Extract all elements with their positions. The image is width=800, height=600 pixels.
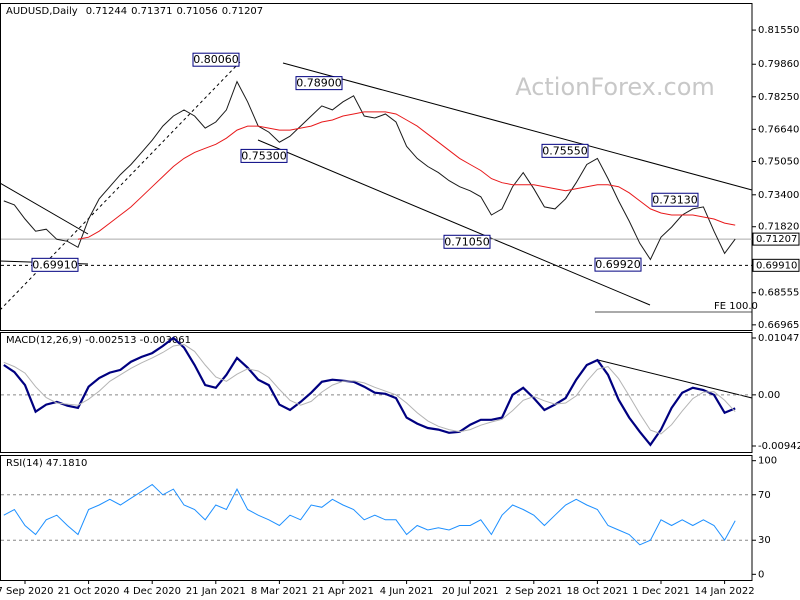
fe-label: FE 100.0 — [714, 301, 758, 312]
trend-line — [0, 182, 89, 235]
y-tick-label: 0.73400 — [758, 190, 799, 201]
x-tick-label: 1 Dec 2021 — [632, 586, 690, 597]
y-tick-label: 0.68555 — [758, 288, 799, 299]
annotation-label: 0.69920 — [595, 258, 641, 271]
y-tick-label: 0.79860 — [758, 59, 799, 70]
y-tick-label: 0.00 — [758, 390, 780, 401]
x-tick-label: 7 Sep 2020 — [0, 586, 54, 597]
y-tick-label: 30 — [758, 535, 771, 546]
panel-title: AUDUSD,Daily 0.71244 0.71371 0.71056 0.71207 — [6, 6, 263, 17]
title: AUDUSD,Daily — [6, 6, 78, 17]
annotation-label: 0.78900 — [296, 77, 342, 90]
title: RSI(14) 47.1810 — [6, 458, 87, 469]
price-label-box — [752, 258, 800, 272]
series-line — [77, 111, 736, 240]
panel — [0, 455, 753, 581]
y-tick-label: 0.010472 — [758, 333, 800, 344]
price-label: 0.71207 — [756, 234, 797, 245]
y-tick-label: 70 — [758, 490, 771, 501]
x-tick-label: 21 Apr 2021 — [312, 586, 374, 597]
annotation-box — [31, 257, 79, 272]
header-value: 0.71207 — [222, 6, 263, 17]
price-label: 0.69910 — [756, 260, 797, 271]
series-line — [3, 343, 736, 435]
x-tick-label: 21 Oct 2020 — [58, 586, 120, 597]
y-tick-label: 0.76640 — [758, 124, 799, 135]
x-tick-label: 20 Jul 2021 — [442, 586, 499, 597]
annotation-box — [240, 148, 288, 163]
x-tick-label: 18 Oct 2021 — [566, 586, 628, 597]
annotation-label: 0.80060 — [193, 53, 239, 66]
annotation-label: 0.75300 — [241, 149, 287, 162]
header-value: 0.71244 — [86, 6, 127, 17]
y-tick-label: 0.71820 — [758, 222, 799, 233]
trend-line — [282, 62, 753, 191]
x-tick-label: 2 Sep 2021 — [505, 586, 562, 597]
y-tick-label: 0.75050 — [758, 156, 799, 167]
annotation-box — [295, 76, 343, 91]
annotation-box — [594, 257, 642, 272]
annotation-box — [651, 192, 699, 207]
x-tick-label: 4 Dec 2020 — [123, 586, 181, 597]
panel — [0, 332, 753, 453]
annotation-label: 0.73130 — [652, 193, 698, 206]
series-line — [3, 336, 736, 447]
annotation-label: 0.69910 — [32, 258, 78, 271]
header-value: 0.71056 — [176, 6, 217, 17]
annotation-label: 0.75550 — [542, 144, 588, 157]
panel-title: RSI(14) 47.1810 — [6, 458, 87, 469]
price-label-box — [752, 232, 800, 246]
y-tick-label: 0 — [758, 569, 764, 580]
trend-line — [597, 359, 753, 399]
annotation-box — [541, 143, 589, 158]
annotation-box — [443, 234, 491, 249]
header-value: 0.71371 — [131, 6, 172, 17]
series-line — [3, 483, 736, 546]
series-line — [3, 80, 736, 261]
annotation-box — [192, 52, 240, 67]
panel-title: MACD(12,26,9) -0.002513 -0.003061 — [6, 335, 191, 346]
y-tick-label: -0.009426 — [758, 441, 800, 452]
trend-line — [257, 139, 651, 306]
x-tick-label: 14 Jan 2022 — [695, 586, 755, 597]
y-tick-label: 0.81550 — [758, 25, 799, 36]
y-tick-label: 0.78250 — [758, 92, 799, 103]
annotation-label: 0.71050 — [444, 235, 490, 248]
x-tick-label: 8 Mar 2021 — [251, 586, 308, 597]
watermark: ActionForex.com — [515, 73, 715, 101]
x-tick-label: 21 Jan 2021 — [186, 586, 246, 597]
y-tick-label: 0.66965 — [758, 320, 799, 331]
title: MACD(12,26,9) -0.002513 -0.003061 — [6, 335, 191, 346]
y-tick-label: 100 — [758, 456, 777, 467]
panel — [0, 3, 753, 331]
x-tick-label: 4 Jun 2021 — [380, 586, 434, 597]
